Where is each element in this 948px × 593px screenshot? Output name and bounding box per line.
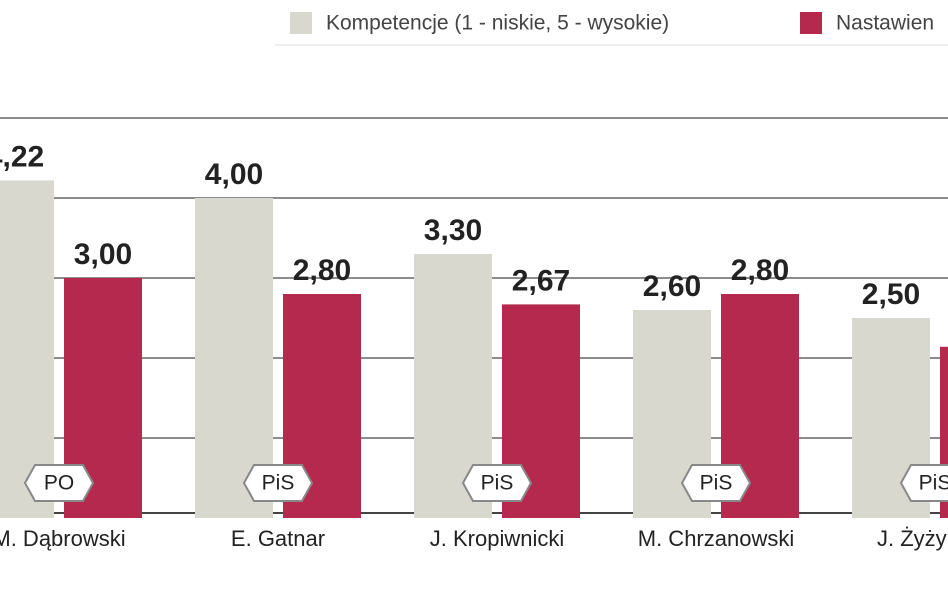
legend-swatch [800, 12, 822, 34]
party-label: PO [44, 472, 74, 495]
bar [0, 180, 54, 518]
party-label: PiS [262, 472, 295, 495]
bar [940, 346, 948, 518]
x-tick-label: J. Żyży [877, 526, 947, 551]
party-label: PiS [481, 472, 514, 495]
party-badge [899, 464, 948, 502]
party-badge [680, 464, 752, 502]
legend-label: Nastawien [836, 12, 934, 35]
value-label: 4,00 [205, 158, 263, 191]
value-label: 2,60 [643, 270, 701, 303]
value-label: 2,50 [862, 278, 920, 311]
value-label: 3,00 [74, 238, 132, 271]
party-badge [23, 464, 95, 502]
party-badge [242, 464, 314, 502]
value-label: 2,80 [293, 254, 351, 287]
value-label: 2,80 [731, 254, 789, 287]
x-tick-label: J. Kropiwnicki [430, 526, 564, 551]
x-tick-label: M. Chrzanowski [638, 526, 794, 551]
party-badge [461, 464, 533, 502]
value-label: 3,30 [424, 214, 482, 247]
x-tick-label: E. Gatnar [231, 526, 325, 551]
legend-swatch [290, 12, 312, 34]
party-label: PiS [919, 472, 948, 495]
x-tick-label: M. Dąbrowski [0, 526, 126, 551]
legend-label: Kompetencje (1 - niskie, 5 - wysokie) [326, 12, 669, 35]
value-label: 4,22 [0, 140, 44, 173]
value-label: 2,67 [512, 264, 570, 297]
party-label: PiS [700, 472, 733, 495]
